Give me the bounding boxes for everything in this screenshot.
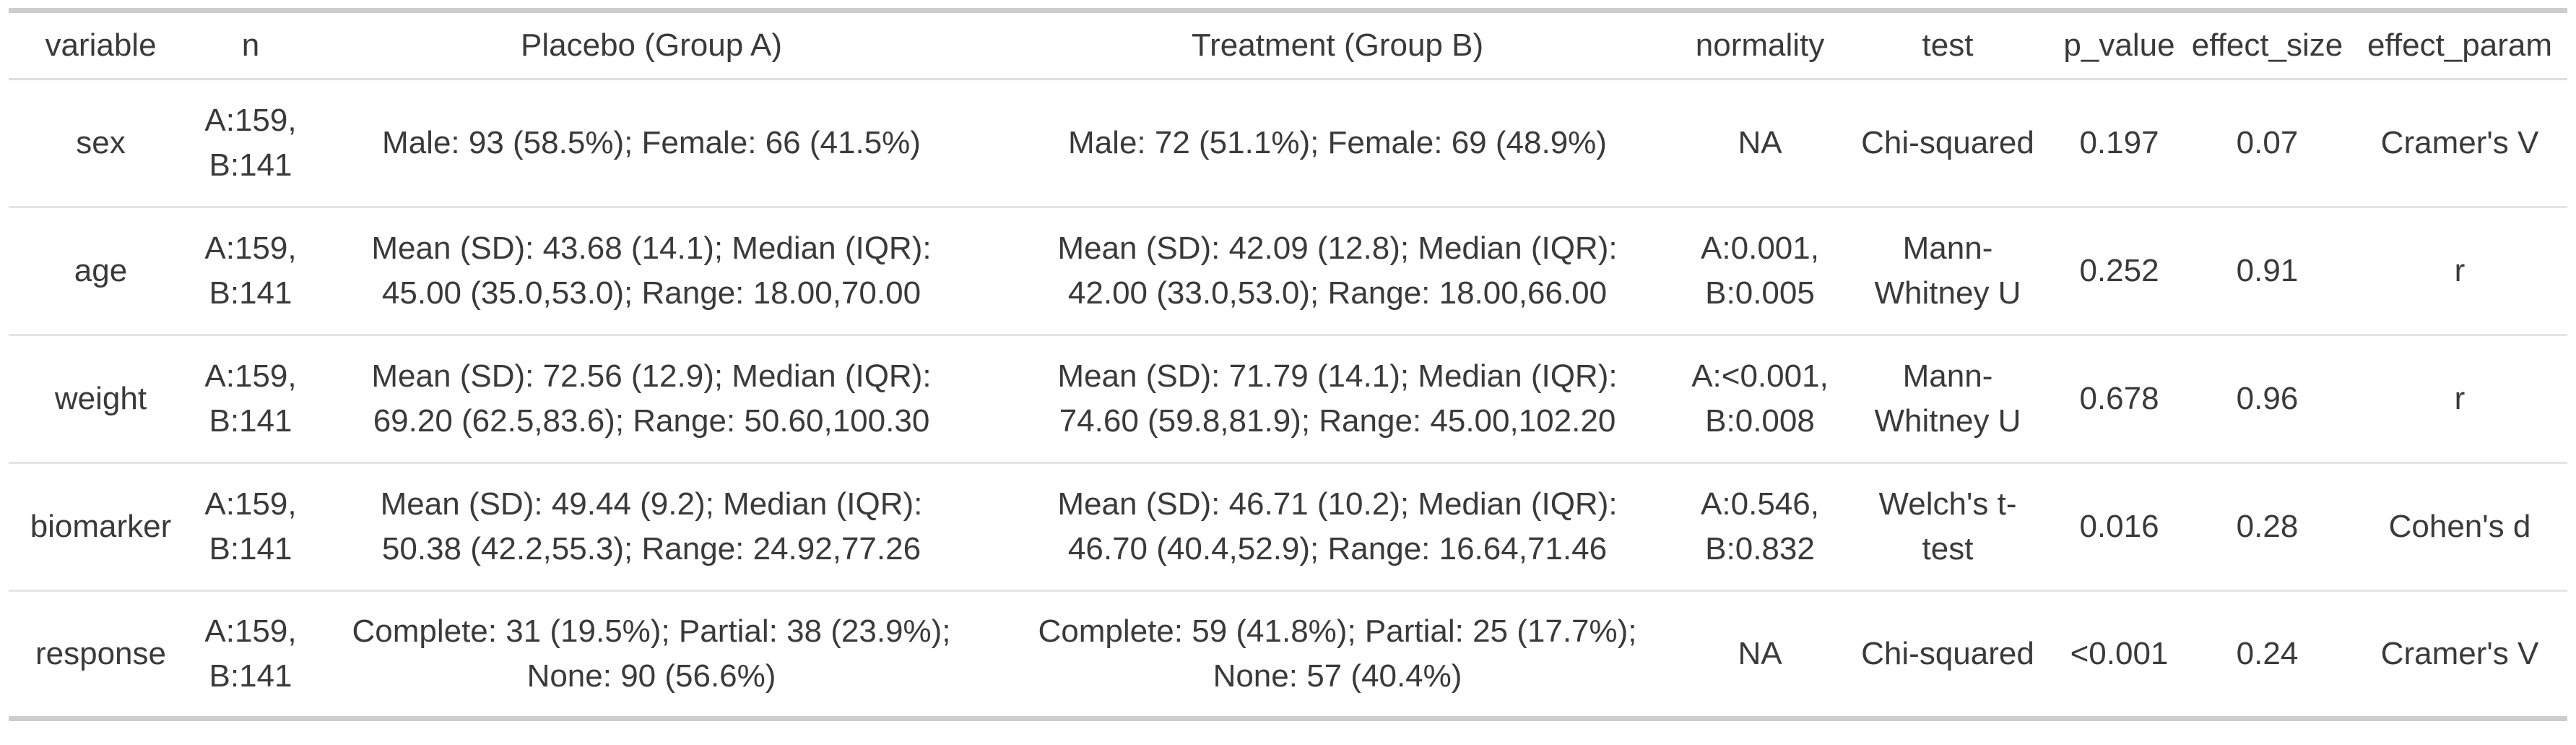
table-row-sex: sex A:159, B:141 Male: 93 (58.5%); Femal…	[9, 79, 2567, 208]
cell-treatment-summary: Complete: 59 (41.8%); Partial: 25 (17.7%…	[1038, 613, 1637, 694]
cell-test: Chi-squared	[1861, 635, 2034, 671]
cell-treatment-summary: Mean (SD): 46.71 (10.2); Median (IQR): 4…	[994, 462, 1681, 592]
cell-n: A:159, B:141	[193, 335, 308, 464]
cell-normality: A:<0.001, B:0.008	[1681, 335, 1839, 464]
cell-variable: weight	[9, 335, 193, 464]
cell-test: Chi-squared	[1839, 79, 2056, 208]
cell-effect-size: 0.24	[2236, 635, 2299, 671]
column-header-test: test	[1839, 10, 2056, 80]
table-row-age: age A:159, B:141 Mean (SD): 43.68 (14.1)…	[9, 207, 2567, 336]
cell-p-value: <0.001	[2070, 635, 2169, 671]
table-header: variable n Placebo (Group A) Treatment (…	[9, 10, 2567, 80]
cell-effect-size: 0.07	[2182, 79, 2352, 208]
cell-variable: biomarker	[9, 462, 193, 592]
cell-n: A:159, B:141	[193, 207, 308, 336]
column-header-normality: normality	[1681, 10, 1839, 80]
cell-placebo-summary: Mean (SD): 43.68 (14.1); Median (IQR): 4…	[308, 207, 994, 336]
cell-variable: sex	[9, 79, 193, 208]
cell-normality: A:0.546, B:0.832	[1681, 462, 1839, 592]
cell-effect-param: r	[2352, 207, 2567, 336]
cell-p-value: 0.252	[2056, 207, 2182, 336]
cell-placebo-summary: Mean (SD): 49.44 (9.2); Median (IQR): 50…	[308, 462, 994, 592]
cell-treatment-summary: Mean (SD): 42.09 (12.8); Median (IQR): 4…	[994, 207, 1681, 336]
cell-p-value: 0.197	[2056, 79, 2182, 208]
cell-effect-param: Cramer's V	[2352, 79, 2567, 208]
cell-normality: NA	[1681, 79, 1839, 208]
cell-placebo-summary: Mean (SD): 72.56 (12.9); Median (IQR): 6…	[308, 335, 994, 464]
cell-test: Mann-Whitney U	[1839, 335, 2056, 464]
column-header-p-value: p_value	[2056, 10, 2182, 80]
cell-effect-size: 0.28	[2182, 462, 2352, 592]
cell-normality: NA	[1738, 635, 1782, 671]
table-row-weight: weight A:159, B:141 Mean (SD): 72.56 (12…	[9, 335, 2567, 464]
table-row-biomarker: biomarker A:159, B:141 Mean (SD): 49.44 …	[9, 462, 2567, 592]
cell-n: A:159, B:141	[193, 462, 308, 592]
cell-treatment-summary: Mean (SD): 71.79 (14.1); Median (IQR): 7…	[994, 335, 1681, 464]
group-comparison-table: variable n Placebo (Group A) Treatment (…	[9, 8, 2567, 721]
cell-p-value: 0.016	[2056, 462, 2182, 592]
column-header-treatment-group-b: Treatment (Group B)	[994, 10, 1681, 80]
cell-normality: A:0.001, B:0.005	[1681, 207, 1839, 336]
cell-test: Welch's t-test	[1839, 462, 2056, 592]
cell-p-value: 0.678	[2056, 335, 2182, 464]
cell-variable: response	[35, 635, 166, 671]
cell-effect-param: Cohen's d	[2352, 462, 2567, 592]
table-body: sex A:159, B:141 Male: 93 (58.5%); Femal…	[9, 79, 2567, 719]
column-header-effect-size: effect_size	[2182, 10, 2352, 80]
cell-n: A:159, B:141	[193, 79, 308, 208]
cell-variable: age	[9, 207, 193, 336]
cell-placebo-summary: Complete: 31 (19.5%); Partial: 38 (23.9%…	[352, 613, 951, 694]
column-header-placebo-group-a: Placebo (Group A)	[308, 10, 994, 80]
cell-effect-size: 0.91	[2182, 207, 2352, 336]
cell-placebo-summary: Male: 93 (58.5%); Female: 66 (41.5%)	[308, 79, 994, 208]
table-row-response: response A:159, B:141 Complete: 31 (19.5…	[9, 591, 2567, 719]
cell-effect-param: Cramer's V	[2380, 635, 2539, 671]
cell-test: Mann-Whitney U	[1839, 207, 2056, 336]
column-header-effect-param: effect_param	[2352, 10, 2567, 80]
column-header-variable: variable	[9, 10, 193, 80]
cell-effect-size: 0.96	[2182, 335, 2352, 464]
cell-treatment-summary: Male: 72 (51.1%); Female: 69 (48.9%)	[994, 79, 1681, 208]
cell-n: A:159, B:141	[204, 613, 297, 694]
column-header-n: n	[193, 10, 308, 80]
cell-effect-param: r	[2352, 335, 2567, 464]
header-row: variable n Placebo (Group A) Treatment (…	[9, 10, 2567, 80]
